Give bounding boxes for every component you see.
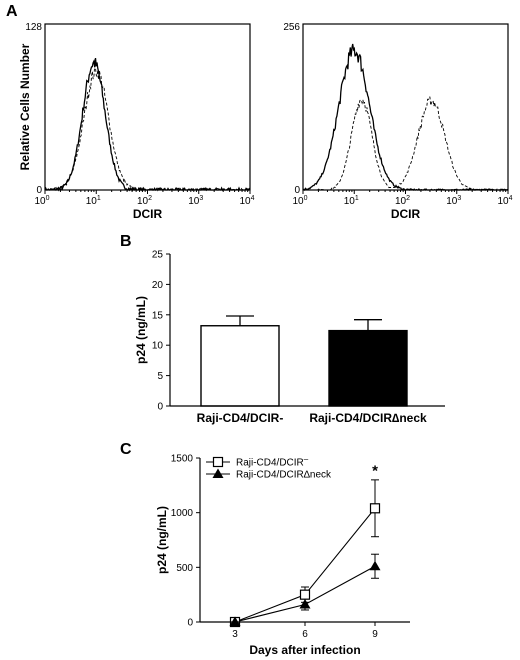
x-tick-label: 103 xyxy=(446,195,461,207)
y-tick-label: 256 xyxy=(283,22,300,33)
x-category-label: Raji-CD4/DCIR∆neck xyxy=(309,411,427,425)
y-tick-label: 1500 xyxy=(171,454,194,465)
panel-b-letter: B xyxy=(120,233,132,250)
legend-label: Raji-CD4/DCIR– xyxy=(236,455,309,469)
x-tick-label: 3 xyxy=(232,629,238,640)
bar xyxy=(328,329,408,407)
x-category-label: Raji-CD4/DCIR- xyxy=(197,411,284,425)
data-point-square xyxy=(369,503,381,514)
bar-chart-b: Raji-CD4/DCIR- Raji-CD4/DCIR∆neck 0 5 10 15 2… xyxy=(134,250,445,425)
y-tick-label: 128 xyxy=(25,22,42,33)
y-tick-label: 0 xyxy=(294,185,300,196)
y-axis-label: p24 (ng/mL) xyxy=(155,506,169,574)
histogram-line-solid xyxy=(44,57,251,192)
panel-a-letter: A xyxy=(6,3,18,20)
x-tick-label: 100 xyxy=(34,195,49,207)
panel-c-letter: C xyxy=(120,441,132,458)
y-tick-label: 1000 xyxy=(171,508,194,519)
y-axis-label: p24 (ng/mL) xyxy=(134,296,148,364)
y-axis-label: Relative Cells Number xyxy=(18,43,32,170)
data-point-square xyxy=(212,456,224,468)
legend: Raji-CD4/DCIR–Raji-CD4/DCIR∆neck xyxy=(206,455,332,481)
y-tick-label: 0 xyxy=(157,402,163,413)
x-axis-label: DCIR xyxy=(133,207,163,221)
x-tick-label: 104 xyxy=(497,195,512,207)
y-tick-label: 500 xyxy=(176,563,193,574)
data-point-triangle xyxy=(212,468,224,478)
x-tick-label: 101 xyxy=(344,195,359,207)
x-axis-label: DCIR xyxy=(391,207,421,221)
x-axis-label: Days after infection xyxy=(249,643,360,657)
plot-frame xyxy=(302,23,509,191)
y-tick-label: 10 xyxy=(152,341,164,352)
line-chart-c: * 0 500 1000 1500 3 6 9 Days after infection p… xyxy=(155,454,410,657)
x-tick-label: 102 xyxy=(395,195,410,207)
y-tick-label: 25 xyxy=(152,250,164,261)
histogram-line-solid xyxy=(302,43,508,191)
x-tick-label: 102 xyxy=(137,195,152,207)
histogram-line-dashed xyxy=(44,65,251,191)
x-tick-label: 104 xyxy=(239,195,254,207)
histogram-a-right: 100 101 102 103 104 0 256 DCIR xyxy=(283,22,512,221)
data-point-triangle xyxy=(369,560,381,571)
y-tick-label: 5 xyxy=(157,371,163,382)
data-point-triangle xyxy=(229,616,241,626)
data-point-triangle xyxy=(299,599,311,609)
plot-frame xyxy=(44,23,251,191)
x-tick-label: 9 xyxy=(372,629,378,640)
y-tick-label: 20 xyxy=(152,280,164,291)
data-point-square xyxy=(299,589,311,600)
x-tick-label: 101 xyxy=(86,195,101,207)
y-tick-label: 15 xyxy=(152,310,164,321)
y-tick-label: 0 xyxy=(187,618,193,629)
histogram-line-dashed xyxy=(303,96,509,191)
y-tick-label: 0 xyxy=(36,185,42,196)
legend-label: Raji-CD4/DCIR∆neck xyxy=(236,470,332,481)
x-tick-label: 6 xyxy=(302,629,308,640)
bar xyxy=(200,325,280,407)
histogram-a-left: 100 101 102 103 104 0 128 DCIR Relative Cell… xyxy=(18,22,255,221)
x-tick-label: 103 xyxy=(188,195,203,207)
significance-asterisk: * xyxy=(372,462,378,479)
x-tick-label: 100 xyxy=(292,195,307,207)
